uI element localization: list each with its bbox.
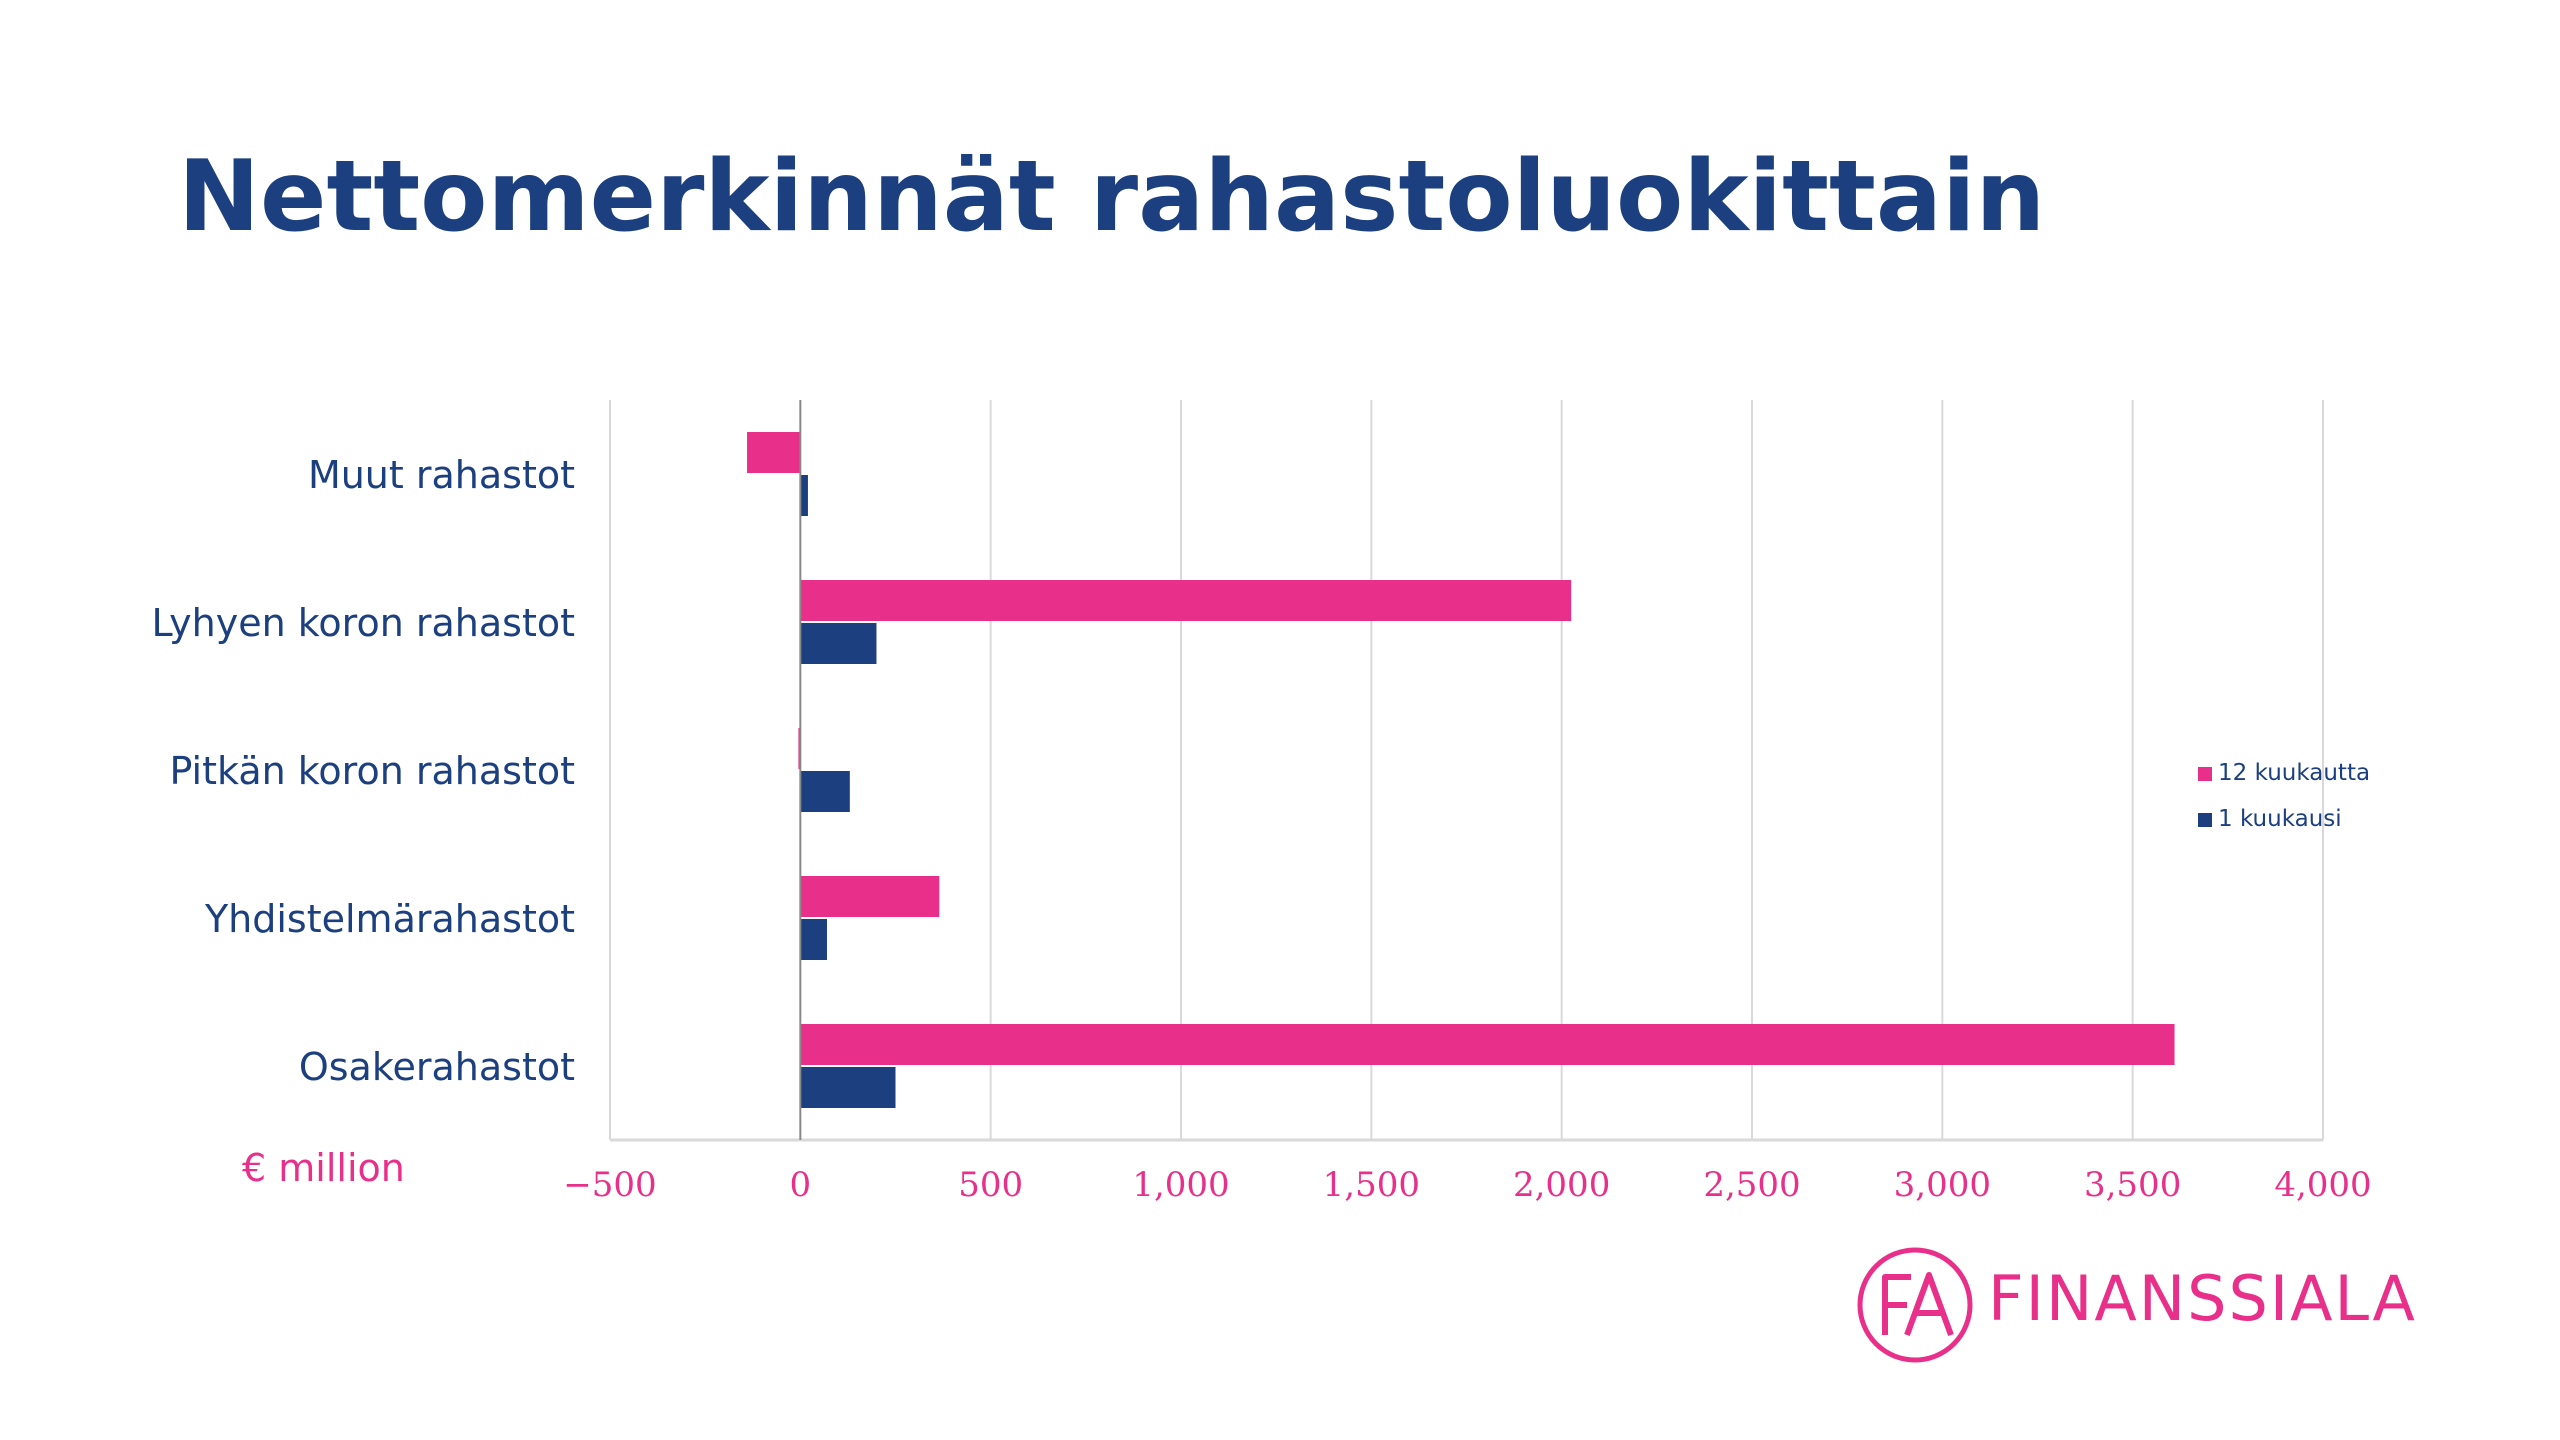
legend-label: 12 kuukautta	[2218, 760, 2370, 786]
finanssiala-logo-icon	[1857, 1247, 1973, 1363]
bar-1-month	[800, 771, 850, 812]
bars	[747, 432, 2175, 1108]
legend-swatch	[2198, 767, 2212, 781]
unit-label: € million	[242, 1146, 405, 1190]
legend: 12 kuukautta 1 kuukausi	[2198, 760, 2370, 832]
x-tick-label: 2,500	[1703, 1165, 1800, 1205]
x-tick-label: 0	[790, 1165, 812, 1205]
axes	[610, 400, 2323, 1142]
legend-label: 1 kuukausi	[2218, 806, 2342, 832]
bar-1-month	[800, 1067, 896, 1108]
logo-text: FINANSSIALA	[1988, 1262, 2417, 1335]
x-tick-label: 1,000	[1132, 1165, 1229, 1205]
category-labels: Muut rahastot Lyhyen koron rahastot Pitkän…	[151, 453, 575, 1089]
x-tick-label: 2,000	[1513, 1165, 1610, 1205]
category-label: Muut rahastot	[308, 453, 575, 497]
x-tick-label: 4,000	[2274, 1165, 2371, 1205]
category-label: Pitkän koron rahastot	[169, 749, 575, 793]
x-tick-label: 500	[958, 1165, 1023, 1205]
tick-labels: −500 0 500 1,000 1,500 2,000 2,500 3,000 3,500 4,…	[563, 1165, 2371, 1205]
x-tick-label: 3,000	[1894, 1165, 1991, 1205]
x-tick-label: 1,500	[1323, 1165, 1420, 1205]
bar-1-month	[800, 919, 827, 960]
category-label: Yhdistelmärahastot	[204, 897, 575, 941]
x-tick-label: −500	[563, 1165, 656, 1205]
legend-swatch	[2198, 813, 2212, 827]
gridlines	[609, 400, 2324, 1140]
bar-12-months	[800, 876, 940, 917]
x-tick-label: 3,500	[2084, 1165, 2181, 1205]
category-label: Osakerahastot	[299, 1045, 575, 1089]
bar-12-months	[800, 1024, 2175, 1065]
bar-1-month	[800, 475, 808, 516]
bar-12-months	[800, 580, 1572, 621]
bar-12-months	[747, 432, 801, 473]
chart-title: Nettomerkinnät rahastoluokittain	[178, 140, 2046, 254]
category-label: Lyhyen koron rahastot	[151, 601, 575, 645]
bar-1-month	[800, 623, 877, 664]
